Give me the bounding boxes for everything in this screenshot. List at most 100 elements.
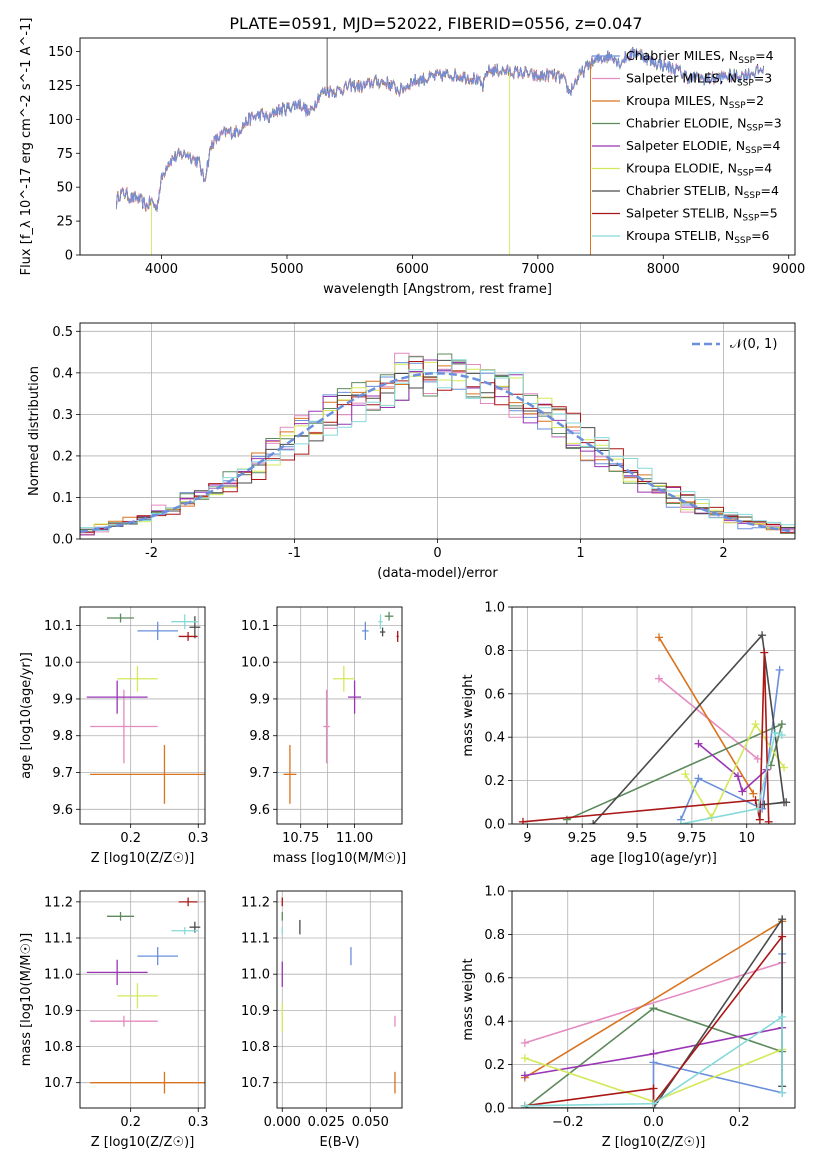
x-tick-label: 9.5 — [627, 831, 648, 846]
y-axis-label: mass [log10(M/M☉)] — [19, 933, 34, 1066]
x-tick-label: 9000 — [772, 262, 805, 277]
y-tick-label: 150 — [48, 45, 73, 60]
x-tick-label: 9 — [523, 831, 531, 846]
normal-reference-curve — [80, 372, 795, 533]
weight-line-7 — [524, 936, 783, 1107]
y-tick-label: 10.0 — [44, 656, 73, 671]
y-tick-label: 10.1 — [44, 619, 73, 634]
x-tick-label: 9.25 — [568, 831, 597, 846]
panel-mass_vs_ebv: 0.000 0.025 0.050 10.7 10.8 10.9 11.0 11.1 11.2 E… — [241, 890, 403, 1150]
x-axis-label: (data-model)/error — [377, 566, 498, 581]
plot-area — [86, 613, 205, 804]
x-tick-label: 4000 — [145, 262, 178, 277]
axes-frame — [511, 890, 796, 1109]
y-tick-label: 10.9 — [44, 1004, 73, 1019]
y-tick-label: 0.6 — [484, 687, 505, 702]
y-tick-label: 100 — [48, 113, 73, 128]
axes-frame — [79, 606, 206, 825]
x-tick-label: 0.000 — [264, 1115, 301, 1130]
y-tick-label: 0.3 — [52, 408, 73, 423]
grid-lines — [80, 891, 205, 1108]
y-tick-label: 9.7 — [249, 766, 270, 781]
y-tick-label: 9.9 — [249, 692, 270, 707]
y-tick-label: 9.9 — [52, 692, 73, 707]
weight-line-5 — [684, 722, 785, 820]
plot-area — [80, 352, 795, 537]
legend-label: Kroupa STELIB, NSSP=6 — [626, 228, 770, 246]
x-tick-label: 0.2 — [120, 831, 141, 846]
x-tick-label: 9.75 — [677, 831, 706, 846]
x-tick-label: 2 — [719, 546, 727, 561]
legend-label: Chabrier ELODIE, NSSP=3 — [626, 116, 782, 134]
y-tick-label: 1.0 — [484, 601, 505, 616]
weight-line-0 — [652, 953, 783, 1104]
y-tick-label: 0.8 — [484, 644, 505, 659]
legend-label: Chabrier MILES, NSSP=4 — [626, 48, 774, 66]
grid-lines — [277, 607, 402, 824]
legend-label: Kroupa ELODIE, NSSP=4 — [626, 161, 772, 179]
x-tick-label: 0.025 — [308, 1115, 345, 1130]
x-tick-label: 1 — [576, 546, 584, 561]
plot-area — [116, 38, 764, 255]
y-tick-label: 25 — [56, 215, 73, 230]
y-tick-label: 11.2 — [44, 895, 73, 910]
axes-frame — [79, 890, 206, 1109]
y-tick-label: 11.2 — [241, 895, 270, 910]
weight-line-2 — [524, 920, 783, 1079]
x-tick-label: 0.2 — [729, 1115, 750, 1130]
y-tick-label: 9.8 — [52, 729, 73, 744]
weight-line-8 — [524, 1015, 783, 1107]
axes-frame — [79, 37, 796, 256]
weight-line-8 — [680, 731, 783, 824]
x-tick-label: -1 — [288, 546, 301, 561]
y-tick-label: 10.8 — [241, 1040, 270, 1055]
y-tick-label: 10.7 — [241, 1076, 270, 1091]
plot-area — [86, 897, 205, 1094]
x-tick-label: 8000 — [647, 262, 680, 277]
y-axis-label: Flux [f_λ 10^-17 erg cm^-2 s^-1 A^-1] — [19, 18, 34, 276]
x-axis-label: age [log10(age/yr)] — [590, 851, 717, 866]
residual-histogram-8 — [80, 359, 795, 532]
y-axis-label: mass weight — [461, 674, 476, 756]
y-tick-label: 0.0 — [52, 533, 73, 548]
x-tick-label: 6000 — [396, 262, 429, 277]
y-tick-label: 0 — [65, 249, 73, 264]
y-tick-label: 1.0 — [484, 885, 505, 900]
x-tick-label: 0.3 — [188, 1115, 209, 1130]
y-tick-label: 0.4 — [484, 731, 505, 746]
panel-spectrum: 4000 5000 6000 7000 8000 9000 0 25 50 75 100 125 150… — [19, 18, 805, 297]
panel-mass_vs_z: 0.2 0.3 10.7 10.8 10.9 11.0 11.1 11.2 Z [log10(Z… — [19, 890, 209, 1150]
x-tick-label: 0.0 — [643, 1115, 664, 1130]
y-tick-label: 9.6 — [249, 803, 270, 818]
y-axis-label: age [log10(age/yr)] — [19, 652, 34, 779]
plot-area — [283, 611, 399, 804]
y-tick-label: 11.1 — [44, 932, 73, 947]
y-tick-label: 0.0 — [484, 818, 505, 833]
y-tick-label: 10.7 — [44, 1076, 73, 1091]
panel-weight_vs_age: 9 9.25 9.5 9.75 10 0.0 0.2 0.4 0.6 0.8 1.0 age [log… — [461, 601, 796, 866]
y-tick-label: 0.4 — [484, 1015, 505, 1030]
y-tick-label: 11.1 — [241, 932, 270, 947]
y-tick-label: 0.5 — [52, 325, 73, 340]
legend-label: Salpeter MILES, NSSP=3 — [626, 71, 772, 89]
y-tick-label: 0.2 — [52, 449, 73, 464]
x-tick-label: 10 — [738, 831, 755, 846]
legend-label: Salpeter ELODIE, NSSP=4 — [626, 138, 781, 156]
weight-line-1 — [524, 961, 783, 1044]
y-tick-label: 9.8 — [249, 729, 270, 744]
y-tick-label: 0.8 — [484, 928, 505, 943]
legend-label: Chabrier STELIB, NSSP=4 — [626, 183, 779, 201]
y-tick-label: 11.0 — [241, 968, 270, 983]
x-tick-label: 7000 — [521, 262, 554, 277]
axes-frame — [79, 322, 796, 540]
x-tick-label: 5000 — [270, 262, 303, 277]
x-tick-label: 0.050 — [352, 1115, 389, 1130]
spectrum-legend: Chabrier MILES, NSSP=4 Salpeter MILES, NS… — [592, 48, 782, 246]
x-tick-label: 0.3 — [188, 831, 209, 846]
weight-line-6 — [524, 916, 783, 1108]
y-tick-label: 0.2 — [484, 1058, 505, 1073]
grid-lines — [80, 607, 205, 824]
x-tick-label: −0.2 — [552, 1115, 584, 1130]
